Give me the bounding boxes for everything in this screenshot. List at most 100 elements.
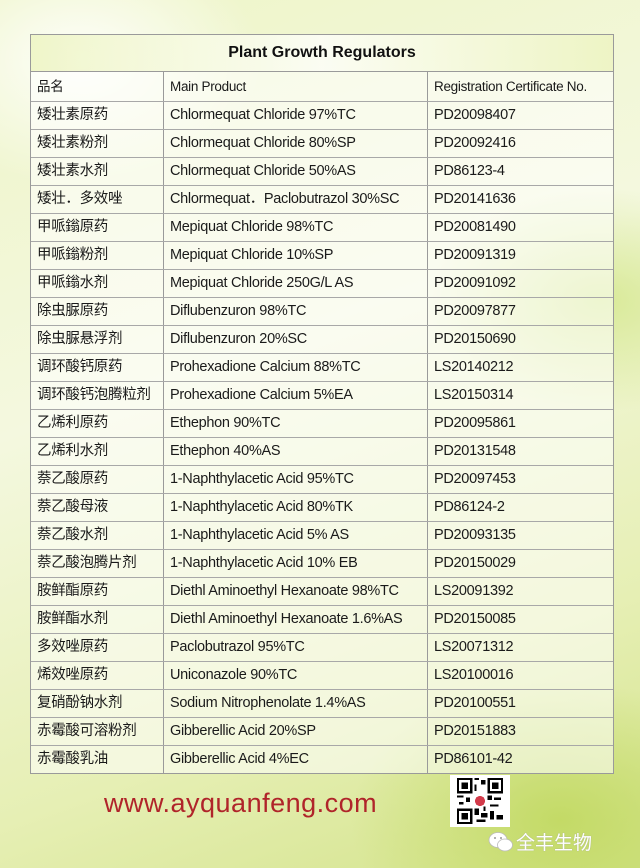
table-row: 萘乙酸泡腾片剂 1-Naphthylacetic Acid 10% EB PD201… <box>31 550 613 578</box>
registration-no: LS20100016 <box>434 667 514 683</box>
registration-no: PD86124-2 <box>434 499 505 515</box>
main-product: Prohexadione Calcium 5%EA <box>164 382 428 409</box>
table-row: 除虫脲原药 Diflubenzuron 98%TC PD20097877 <box>31 298 613 326</box>
main-product: Diethl Aminoethyl Hexanoate 98%TC <box>164 578 428 605</box>
registration-no: LS20150314 <box>434 387 514 403</box>
header-main-product: Main Product <box>164 72 428 101</box>
main-product: Diethl Aminoethyl Hexanoate 1.6%AS <box>164 606 428 633</box>
main-product: Uniconazole 90%TC <box>164 662 428 689</box>
registration-no: PD20091092 <box>434 275 516 291</box>
registration-no: PD20097453 <box>434 471 516 487</box>
main-product: Ethephon 40%AS <box>164 438 428 465</box>
registration-no: PD20150029 <box>434 555 516 571</box>
product-name-cn: 乙烯利水剂 <box>31 438 164 465</box>
registration-no: PD86123-4 <box>434 163 505 179</box>
product-name-cn: 赤霉酸可溶粉剂 <box>31 718 164 745</box>
product-name-cn: 胺鲜酯原药 <box>31 578 164 605</box>
table-row: 矮壮素原药 Chlormequat Chloride 97%TC PD2009840… <box>31 102 613 130</box>
main-product: Prohexadione Calcium 88%TC <box>164 354 428 381</box>
main-product: Chlormequat Chloride 97%TC <box>164 102 428 129</box>
product-name-cn: 乙烯利原药 <box>31 410 164 437</box>
product-name-cn: 复硝酚钠水剂 <box>31 690 164 717</box>
table-row: 复硝酚钠水剂 Sodium Nitrophenolate 1.4%AS PD2010… <box>31 690 613 718</box>
table-header-row: 品名 Main Product Registration Certificate… <box>31 72 613 102</box>
product-name-cn: 除虫脲悬浮剂 <box>31 326 164 353</box>
table-row: 胺鲜酯水剂 Diethl Aminoethyl Hexanoate 1.6%AS P… <box>31 606 613 634</box>
table-row: 调环酸钙原药 Prohexadione Calcium 88%TC LS201402… <box>31 354 613 382</box>
product-name-cn: 萘乙酸母液 <box>31 494 164 521</box>
product-name-cn: 除虫脲原药 <box>31 298 164 325</box>
product-name-cn: 萘乙酸泡腾片剂 <box>31 550 164 577</box>
table-row: 赤霉酸乳油 Gibberellic Acid 4%EC PD86101-42 <box>31 746 613 773</box>
main-product: Paclobutrazol 95%TC <box>164 634 428 661</box>
main-product: 1-Naphthylacetic Acid 5% AS <box>164 522 428 549</box>
table-row: 乙烯利水剂 Ethephon 40%AS PD20131548 <box>31 438 613 466</box>
product-name-cn: 多效唑原药 <box>31 634 164 661</box>
table-row: 萘乙酸原药 1-Naphthylacetic Acid 95%TC PD200974… <box>31 466 613 494</box>
registration-no: PD20081490 <box>434 219 516 235</box>
main-product: Ethephon 90%TC <box>164 410 428 437</box>
registration-no: PD20095861 <box>434 415 516 431</box>
registration-no: PD20100551 <box>434 695 516 711</box>
main-product: Mepiquat Chloride 98%TC <box>164 214 428 241</box>
product-name-cn: 甲哌鎓粉剂 <box>31 242 164 269</box>
product-name-cn: 调环酸钙原药 <box>31 354 164 381</box>
main-product: 1-Naphthylacetic Acid 10% EB <box>164 550 428 577</box>
wechat-account-name: 全丰生物 <box>516 833 593 854</box>
registration-no: LS20071312 <box>434 639 514 655</box>
wechat-icon <box>488 831 513 851</box>
registration-no: PD20150085 <box>434 611 516 627</box>
main-product: Chlormequat．Paclobutrazol 30%SC <box>164 186 428 213</box>
product-name-cn: 甲哌鎓原药 <box>31 214 164 241</box>
main-product: Gibberellic Acid 20%SP <box>164 718 428 745</box>
product-name-cn: 烯效唑原药 <box>31 662 164 689</box>
table-row: 矮壮素水剂 Chlormequat Chloride 50%AS PD86123-4 <box>31 158 613 186</box>
product-name-cn: 胺鲜酯水剂 <box>31 606 164 633</box>
header-product-name-cn: 品名 <box>31 72 164 101</box>
product-table: Plant Growth Regulators 品名 Main Product … <box>30 34 614 774</box>
registration-no: PD20141636 <box>434 191 516 207</box>
product-name-cn: 赤霉酸乳油 <box>31 746 164 773</box>
table-row: 除虫脲悬浮剂 Diflubenzuron 20%SC PD20150690 <box>31 326 613 354</box>
registration-no: PD20093135 <box>434 527 516 543</box>
product-name-cn: 萘乙酸水剂 <box>31 522 164 549</box>
table-title: Plant Growth Regulators <box>31 35 613 72</box>
table-row: 萘乙酸母液 1-Naphthylacetic Acid 80%TK PD86124-… <box>31 494 613 522</box>
table-row: 胺鲜酯原药 Diethl Aminoethyl Hexanoate 98%TC LS… <box>31 578 613 606</box>
main-product: Mepiquat Chloride 250G/L AS <box>164 270 428 297</box>
qr-code-icon <box>450 775 510 827</box>
table-row: 萘乙酸水剂 1-Naphthylacetic Acid 5% AS PD200931… <box>31 522 613 550</box>
main-product: 1-Naphthylacetic Acid 80%TK <box>164 494 428 521</box>
header-registration-no: Registration Certificate No. <box>434 79 587 94</box>
main-product: Sodium Nitrophenolate 1.4%AS <box>164 690 428 717</box>
table-row: 调环酸钙泡腾粒剂 Prohexadione Calcium 5%EA LS20150… <box>31 382 613 410</box>
registration-no: LS20140212 <box>434 359 514 375</box>
product-name-cn: 矮壮素原药 <box>31 102 164 129</box>
product-name-cn: 矮壮素水剂 <box>31 158 164 185</box>
product-name-cn: 矮壮素粉剂 <box>31 130 164 157</box>
main-product: Chlormequat Chloride 50%AS <box>164 158 428 185</box>
registration-no: PD20091319 <box>434 247 516 263</box>
registration-no: LS20091392 <box>434 583 514 599</box>
product-name-cn: 调环酸钙泡腾粒剂 <box>31 382 164 409</box>
registration-no: PD20151883 <box>434 723 516 739</box>
table-row: 乙烯利原药 Ethephon 90%TC PD20095861 <box>31 410 613 438</box>
table-row: 赤霉酸可溶粉剂 Gibberellic Acid 20%SP PD20151883 <box>31 718 613 746</box>
table-row: 矮壮素粉剂 Chlormequat Chloride 80%SP PD2009241… <box>31 130 613 158</box>
main-product: 1-Naphthylacetic Acid 95%TC <box>164 466 428 493</box>
main-product: Mepiquat Chloride 10%SP <box>164 242 428 269</box>
website-link[interactable]: www.ayquanfeng.com <box>104 788 378 818</box>
table-row: 甲哌鎓粉剂 Mepiquat Chloride 10%SP PD20091319 <box>31 242 613 270</box>
table-row: 矮壮．多效唑 Chlormequat．Paclobutrazol 30%SC PD2… <box>31 186 613 214</box>
main-product: Diflubenzuron 20%SC <box>164 326 428 353</box>
registration-no: PD20097877 <box>434 303 516 319</box>
registration-no: PD86101-42 <box>434 751 513 767</box>
registration-no: PD20150690 <box>434 331 516 347</box>
main-product: Chlormequat Chloride 80%SP <box>164 130 428 157</box>
wechat-account: 全丰生物 <box>488 828 592 855</box>
table-row: 烯效唑原药 Uniconazole 90%TC LS20100016 <box>31 662 613 690</box>
table-row: 甲哌鎓水剂 Mepiquat Chloride 250G/L AS PD200910… <box>31 270 613 298</box>
table-row: 甲哌鎓原药 Mepiquat Chloride 98%TC PD20081490 <box>31 214 613 242</box>
registration-no: PD20098407 <box>434 107 516 123</box>
main-product: Gibberellic Acid 4%EC <box>164 746 428 773</box>
